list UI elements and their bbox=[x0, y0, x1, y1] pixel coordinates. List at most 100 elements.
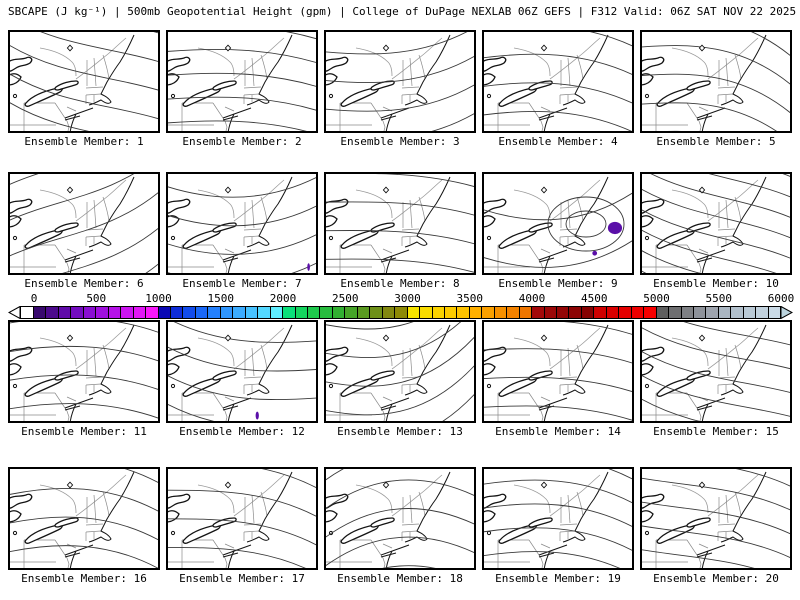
ensemble-panel: Ensemble Member: 11 bbox=[8, 320, 160, 438]
panel-label: Ensemble Member: 17 bbox=[179, 572, 305, 585]
map-canvas bbox=[642, 174, 790, 273]
colorbar-segment bbox=[170, 307, 184, 318]
colorbar-segment bbox=[332, 307, 346, 318]
colorbar-left-arrow-icon bbox=[8, 306, 20, 319]
colorbar-segment bbox=[283, 307, 296, 318]
colorbar-below-range-box bbox=[20, 306, 34, 319]
colorbar-segment bbox=[345, 307, 358, 318]
colorbar-segment bbox=[183, 307, 196, 318]
colorbar-segment bbox=[519, 307, 533, 318]
colorbar-segment bbox=[681, 307, 695, 318]
ensemble-panel: Ensemble Member: 9 bbox=[482, 172, 634, 290]
map-frame bbox=[166, 320, 318, 423]
colorbar-segment bbox=[71, 307, 84, 318]
map-canvas bbox=[484, 176, 632, 273]
colorbar-segment bbox=[631, 307, 645, 318]
colorbar-segment bbox=[718, 307, 732, 318]
colorbar-tick-label: 3500 bbox=[456, 292, 484, 305]
map-frame bbox=[482, 172, 634, 275]
colorbar-segment bbox=[195, 307, 209, 318]
colorbar-segment bbox=[532, 307, 545, 318]
ensemble-panel: Ensemble Member: 17 bbox=[166, 467, 318, 585]
colorbar-right-arrow-icon bbox=[781, 306, 793, 319]
ensemble-panel: Ensemble Member: 16 bbox=[8, 467, 160, 585]
colorbar-segment bbox=[644, 307, 657, 318]
map-canvas bbox=[326, 322, 474, 421]
panel-label: Ensemble Member: 14 bbox=[495, 425, 621, 438]
map-canvas bbox=[484, 469, 632, 568]
panel-label: Ensemble Member: 18 bbox=[337, 572, 463, 585]
panel-label: Ensemble Member: 13 bbox=[337, 425, 463, 438]
map-canvas bbox=[326, 174, 474, 273]
colorbar-segment bbox=[395, 307, 408, 318]
map-canvas bbox=[10, 469, 158, 568]
colorbar-segment bbox=[146, 307, 159, 318]
panel-label: Ensemble Member: 10 bbox=[653, 277, 779, 290]
diamond-marker-icon bbox=[540, 186, 548, 194]
map-frame bbox=[640, 320, 792, 423]
map-frame bbox=[482, 320, 634, 423]
colorbar-segment bbox=[706, 307, 719, 318]
map-canvas bbox=[168, 176, 316, 273]
map-canvas bbox=[484, 322, 632, 421]
colorbar-segment bbox=[557, 307, 570, 318]
map-frame bbox=[166, 467, 318, 570]
colorbar-segment bbox=[258, 307, 271, 318]
map-frame bbox=[482, 467, 634, 570]
ensemble-panel: Ensemble Member: 14 bbox=[482, 320, 634, 438]
map-frame bbox=[640, 172, 792, 275]
colorbar-tick-label: 5000 bbox=[643, 292, 670, 305]
diamond-marker-icon bbox=[66, 44, 74, 52]
ensemble-panel: Ensemble Member: 7 bbox=[166, 172, 318, 290]
diamond-marker-icon bbox=[698, 334, 706, 342]
ensemble-panel: Ensemble Member: 5 bbox=[640, 30, 792, 148]
map-frame bbox=[8, 172, 160, 275]
panel-label: Ensemble Member: 15 bbox=[653, 425, 779, 438]
ensemble-panel: Ensemble Member: 1 bbox=[8, 30, 160, 148]
panel-label: Ensemble Member: 8 bbox=[340, 277, 460, 290]
page-title: SBCAPE (J kg⁻¹) | 500mb Geopotential Hei… bbox=[8, 5, 797, 18]
panel-label: Ensemble Member: 6 bbox=[24, 277, 144, 290]
colorbar-segment bbox=[594, 307, 607, 318]
colorbar-tick-label: 1000 bbox=[145, 292, 172, 305]
map-canvas bbox=[642, 469, 790, 568]
ensemble-row-1: Ensemble Member: 1 Ensemble Member: 2 Ense… bbox=[8, 30, 792, 148]
colorbar-segment bbox=[669, 307, 682, 318]
cape-area bbox=[607, 221, 623, 235]
colorbar-segment bbox=[619, 307, 632, 318]
ensemble-panel: Ensemble Member: 15 bbox=[640, 320, 792, 438]
ensemble-panel: Ensemble Member: 2 bbox=[166, 30, 318, 148]
colorbar-segment bbox=[245, 307, 259, 318]
map-frame bbox=[640, 467, 792, 570]
map-canvas bbox=[168, 32, 316, 131]
panel-label: Ensemble Member: 5 bbox=[656, 135, 776, 148]
colorbar-segment bbox=[158, 307, 171, 318]
diamond-marker-icon bbox=[382, 44, 390, 52]
map-canvas bbox=[484, 32, 632, 131]
colorbar-segment bbox=[58, 307, 72, 318]
ensemble-row-2: Ensemble Member: 6 Ensemble Member: 7 Ense… bbox=[8, 172, 792, 290]
map-canvas bbox=[10, 32, 158, 131]
colorbar-tick-label: 0 bbox=[30, 292, 38, 305]
panel-label: Ensemble Member: 19 bbox=[495, 572, 621, 585]
panel-label: Ensemble Member: 1 bbox=[24, 135, 144, 148]
map-frame bbox=[324, 172, 476, 275]
diamond-marker-icon bbox=[698, 186, 706, 194]
diamond-marker-icon bbox=[224, 44, 232, 52]
diamond-marker-icon bbox=[66, 186, 74, 194]
colorbar-tick-label: 3000 bbox=[394, 292, 421, 305]
ensemble-panel: Ensemble Member: 3 bbox=[324, 30, 476, 148]
diamond-marker-icon bbox=[224, 334, 232, 342]
map-canvas bbox=[10, 174, 158, 273]
diamond-marker-icon bbox=[224, 186, 232, 194]
map-frame bbox=[166, 30, 318, 133]
map-frame bbox=[324, 30, 476, 133]
panel-label: Ensemble Member: 11 bbox=[21, 425, 147, 438]
colorbar-segment bbox=[208, 307, 221, 318]
colorbar-segment bbox=[432, 307, 445, 318]
diamond-marker-icon bbox=[382, 186, 390, 194]
colorbar-segments bbox=[34, 306, 781, 319]
colorbar-segment bbox=[444, 307, 458, 318]
diamond-marker-icon bbox=[66, 481, 74, 489]
diamond-marker-icon bbox=[698, 44, 706, 52]
